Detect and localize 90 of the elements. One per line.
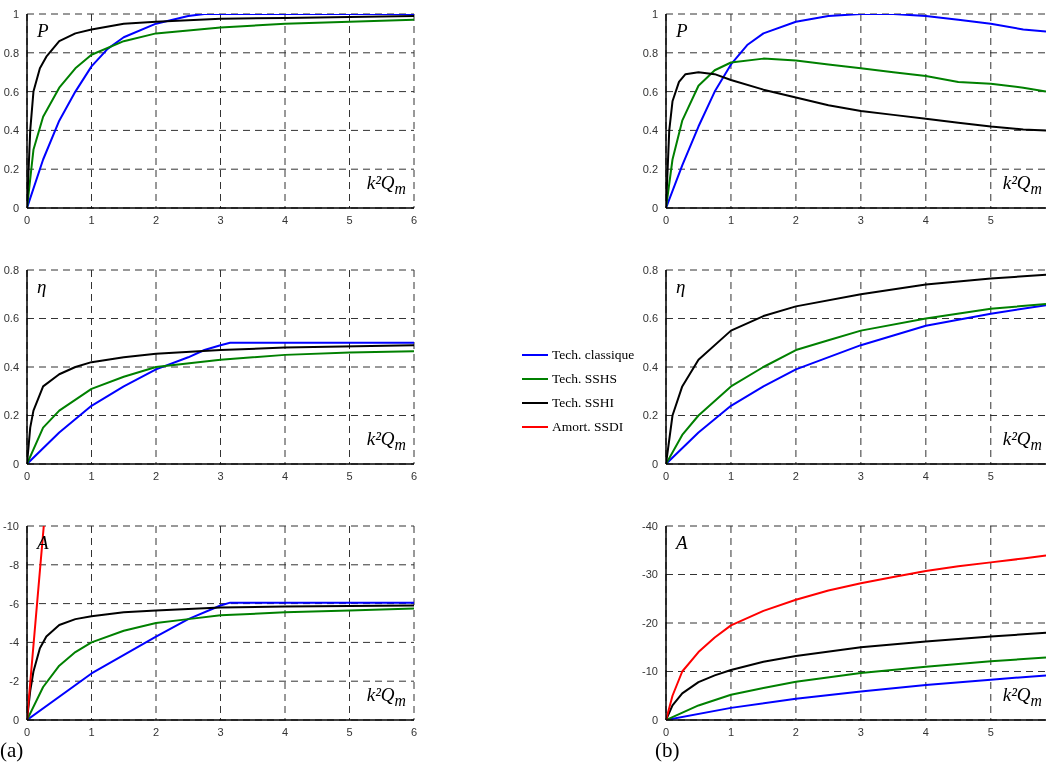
y-tick-label: 0.8	[642, 263, 658, 276]
y-tick-label: 0.8	[3, 263, 19, 276]
x-tick-label: 0	[23, 725, 31, 738]
x-tick-label: 2	[152, 725, 160, 738]
y-axis-title: P	[676, 20, 688, 42]
x-tick-label: 3	[217, 469, 224, 482]
x-axis-title: k²Q$_{m}$	[1002, 684, 1042, 710]
x-tick-label: 1	[88, 213, 95, 226]
x-tick-label: 5	[987, 725, 994, 738]
y-tick-label: -8	[9, 558, 19, 571]
x-axis-title: k²Q$_{m}$	[366, 684, 406, 710]
y-tick-label: 0.2	[642, 409, 658, 422]
x-tick-label: 1	[88, 469, 95, 482]
y-tick-label: 0.6	[3, 312, 19, 325]
y-tick-label: 0.8	[642, 46, 658, 59]
x-tick-label: 1	[727, 213, 735, 226]
x-tick-label: 4	[281, 725, 289, 738]
x-tick-label: 0	[23, 213, 31, 226]
x-axis-title: k²Q$_{m}$	[366, 428, 406, 454]
y-tick-label: 0	[651, 713, 658, 726]
x-tick-label: 2	[792, 213, 799, 226]
y-tick-label: 0.8	[3, 46, 19, 59]
y-tick-label: 0.4	[3, 124, 19, 137]
y-axis-title: P	[37, 20, 49, 42]
x-tick-label: 6	[410, 725, 418, 738]
x-tick-label: 5	[346, 213, 353, 226]
y-tick-label: -10	[3, 519, 19, 532]
y-tick-label: 0	[12, 713, 19, 726]
y-tick-label: -2	[9, 675, 19, 688]
text: (a)	[0, 738, 24, 763]
x-tick-label: 5	[987, 213, 994, 226]
y-tick-label: 0.6	[3, 85, 19, 98]
x-tick-label: 2	[152, 213, 160, 226]
x-tick-label: 5	[346, 725, 353, 738]
x-tick-label: 0	[662, 725, 670, 738]
x-tick-label: 3	[857, 213, 864, 226]
y-tick-label: 0.2	[642, 163, 658, 176]
x-tick-label: 3	[857, 469, 864, 482]
x-tick-label: 4	[922, 213, 929, 226]
line-series	[666, 14, 1046, 208]
x-tick-label: 1	[88, 725, 95, 738]
y-tick-label: -20	[642, 616, 658, 629]
legend-label: Tech. SSHS	[552, 371, 618, 387]
y-tick-label: 0.4	[642, 124, 658, 137]
x-tick-label: 4	[922, 469, 929, 482]
y-tick-label: -6	[9, 597, 19, 610]
y-tick-label: 1	[12, 7, 19, 20]
x-tick-label: 3	[217, 213, 224, 226]
x-tick-label: 1	[727, 725, 735, 738]
y-axis-title: η	[37, 276, 47, 298]
text: (b)	[655, 738, 680, 763]
y-tick-label: -40	[642, 519, 658, 532]
x-tick-label: 5	[346, 469, 353, 482]
x-tick-label: 3	[217, 725, 224, 738]
legend-label: Tech. SSHI	[552, 395, 615, 411]
y-tick-label: -30	[642, 568, 658, 581]
x-tick-label: 4	[281, 469, 289, 482]
x-axis-title: k²Q$_{m}$	[1002, 428, 1042, 454]
x-tick-label: 1	[727, 469, 735, 482]
legend-label: Amort. SSDI	[552, 419, 624, 435]
x-tick-label: 6	[410, 469, 418, 482]
legend-label: Tech. classique	[552, 347, 635, 363]
x-tick-label: 2	[792, 469, 799, 482]
y-tick-label: 0	[12, 457, 19, 470]
x-tick-label: 6	[410, 213, 418, 226]
y-tick-label: 0.6	[642, 85, 658, 98]
x-tick-label: 0	[662, 469, 670, 482]
y-tick-label: 0	[12, 201, 19, 214]
x-tick-label: 2	[152, 469, 160, 482]
y-tick-label: 0	[651, 457, 658, 470]
y-tick-label: 0	[651, 201, 658, 214]
y-tick-label: -10	[642, 665, 658, 678]
x-axis-title: k²Q$_{m}$	[1002, 172, 1042, 198]
x-tick-label: 0	[662, 213, 670, 226]
y-tick-label: 0.2	[3, 409, 19, 422]
y-tick-label: 0.2	[3, 163, 19, 176]
y-axis-title: η	[676, 276, 686, 298]
y-tick-label: 0.6	[642, 312, 658, 325]
x-tick-label: 4	[922, 725, 929, 738]
y-tick-label: 0.4	[3, 360, 19, 373]
x-tick-label: 4	[281, 213, 289, 226]
y-tick-label: 0.4	[642, 360, 658, 373]
y-tick-label: 1	[651, 7, 658, 20]
x-axis-title: k²Q$_{m}$	[366, 172, 406, 198]
y-axis-title: A	[676, 532, 688, 554]
x-tick-label: 3	[857, 725, 864, 738]
x-tick-label: 5	[987, 469, 994, 482]
y-tick-label: -4	[9, 636, 19, 649]
x-tick-label: 2	[792, 725, 799, 738]
x-tick-label: 0	[23, 469, 31, 482]
